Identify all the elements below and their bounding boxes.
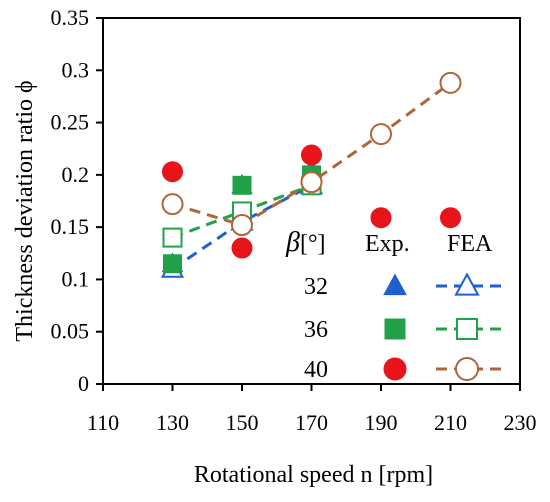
legend-row-label: 36 bbox=[304, 317, 328, 343]
legend-fea-marker bbox=[454, 272, 480, 296]
legend-header-unit: [°] bbox=[300, 231, 326, 257]
legend: β[°] Exp. FEA 32 36 40 bbox=[285, 227, 503, 383]
legend-fea-marker bbox=[456, 318, 478, 340]
x-tick-label: 110 bbox=[87, 410, 119, 435]
series-40-exp-point bbox=[162, 161, 183, 183]
y-tick-label: 0.25 bbox=[51, 110, 90, 135]
legend-exp-marker bbox=[383, 357, 407, 381]
y-tick-label: 0.2 bbox=[62, 162, 90, 187]
y-tick-label: 0.3 bbox=[62, 57, 90, 82]
series-40-exp-point bbox=[370, 207, 392, 229]
x-tick-label: 150 bbox=[226, 410, 259, 435]
legend-col-exp: Exp. bbox=[365, 231, 410, 257]
x-axis-title: Rotational speed n [rpm] bbox=[194, 462, 433, 488]
y-tick-label: 0.1 bbox=[62, 266, 90, 291]
x-tick-label: 230 bbox=[504, 410, 537, 435]
series-36-fea-point bbox=[162, 227, 183, 248]
series-40-exp-point bbox=[301, 144, 322, 166]
series-40-fea-point bbox=[300, 171, 323, 194]
x-tick-label: 130 bbox=[156, 410, 189, 435]
series-40-exp-point bbox=[440, 207, 461, 229]
x-tick-label: 170 bbox=[295, 410, 328, 435]
y-tick-label: 0.15 bbox=[51, 214, 90, 239]
legend-exp-marker bbox=[384, 318, 406, 340]
series-36-exp-point bbox=[232, 175, 252, 195]
legend-row-label: 32 bbox=[304, 274, 328, 300]
axes: 110 130 150 170 190 210 230 0 0.05 0.1 0.15 0.2 0.25… bbox=[12, 5, 537, 488]
legend-header: β[°] bbox=[285, 227, 326, 258]
series-40-exp-point bbox=[231, 237, 253, 259]
legend-exp-marker bbox=[383, 273, 407, 296]
y-tick-label: 0 bbox=[78, 371, 89, 396]
series-40-fea-point bbox=[370, 123, 392, 146]
x-tick-label: 210 bbox=[434, 410, 467, 435]
legend-row-label: 40 bbox=[304, 357, 328, 383]
y-tick-label: 0.35 bbox=[51, 5, 90, 30]
series-40-fea-point bbox=[439, 71, 462, 94]
legend-col-fea: FEA bbox=[447, 231, 493, 257]
series-40-fea bbox=[161, 71, 462, 237]
y-axis-title: Thickness deviation ratio ϕ bbox=[12, 80, 38, 341]
plot-area bbox=[160, 71, 462, 278]
x-tick-label: 190 bbox=[365, 410, 398, 435]
legend-fea-marker bbox=[455, 357, 479, 381]
series-40-exp bbox=[162, 144, 461, 259]
series-40-fea-point bbox=[161, 193, 184, 216]
legend-header-symbol: β bbox=[285, 227, 300, 258]
y-tick-label: 0.05 bbox=[51, 319, 90, 344]
series-36-exp-point bbox=[163, 254, 182, 274]
series-40-fea-point bbox=[231, 214, 253, 237]
